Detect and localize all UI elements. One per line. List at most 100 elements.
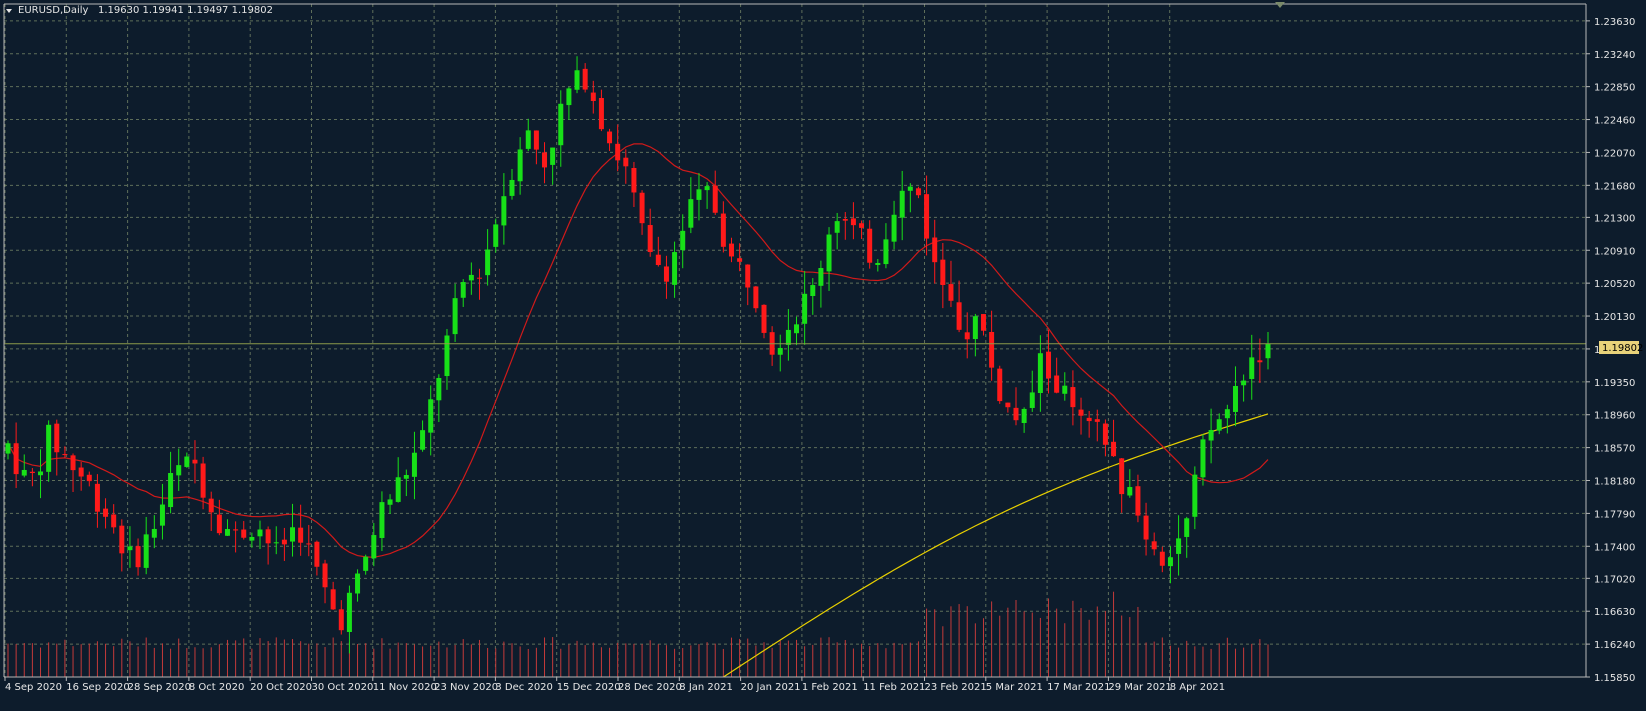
candle-body (452, 298, 458, 335)
candle-body (314, 541, 320, 567)
candle-body (233, 529, 239, 531)
x-tick-label: 23 Feb 2021 (925, 682, 987, 693)
candle-body (135, 546, 141, 568)
x-tick-label: 11 Nov 2020 (373, 682, 437, 693)
candle-body (501, 196, 507, 226)
candle-body (794, 324, 800, 334)
candle-body (338, 609, 344, 631)
candle-body (932, 237, 938, 263)
x-tick-label: 8 Jan 2021 (679, 682, 733, 693)
candle-body (493, 224, 499, 247)
y-tick-label: 1.20910 (1594, 246, 1635, 257)
candle-body (761, 304, 767, 333)
moving-average-slow (723, 413, 1269, 678)
candle-body (777, 347, 783, 355)
x-tick-label: 5 Mar 2021 (986, 682, 1043, 693)
candle-body (631, 167, 637, 193)
y-tick-label: 1.15850 (1594, 673, 1635, 684)
candle-body (1232, 386, 1238, 412)
candle-body (298, 527, 304, 543)
candle-body (94, 483, 100, 512)
y-tick-label: 1.16240 (1594, 640, 1635, 651)
candle-body (891, 214, 897, 242)
candle-body (13, 443, 19, 475)
candle-body (883, 239, 889, 265)
candle-body (590, 92, 596, 101)
candle-body (5, 443, 11, 454)
ma-slow-line (723, 413, 1269, 678)
candle-body (143, 534, 149, 568)
candle-body (411, 452, 417, 477)
current-price-label: 1.19802 (1602, 343, 1643, 354)
candle-body (1021, 408, 1027, 423)
candle-body (915, 188, 921, 196)
candle-body (1192, 474, 1198, 517)
chevron-down-icon[interactable] (6, 9, 12, 13)
candle-body (1224, 409, 1230, 419)
candle-body (680, 230, 686, 251)
candle-body (1143, 515, 1149, 540)
candle-body (1216, 419, 1222, 431)
candle-body (21, 469, 27, 476)
candle-body (997, 368, 1003, 402)
candle-body (62, 454, 68, 456)
candle-body (241, 529, 247, 538)
candle-body (956, 302, 962, 330)
candle-body (355, 573, 361, 594)
candle-body (403, 475, 409, 479)
candle-body (558, 103, 564, 146)
candle-body (1249, 357, 1255, 379)
candle-body (639, 192, 645, 224)
x-tick-label: 30 Oct 2020 (312, 682, 374, 693)
candle-body (1029, 392, 1035, 408)
x-tick-label: 4 Sep 2020 (5, 682, 62, 693)
candle-body (1102, 423, 1108, 445)
candle-body (525, 130, 531, 149)
candle-body (249, 536, 255, 541)
candle-body (476, 277, 482, 279)
y-tick-label: 1.18960 (1594, 411, 1635, 422)
candle-body (517, 149, 523, 182)
candle-body (444, 335, 450, 377)
candle-body (574, 70, 580, 90)
candle-body (1135, 486, 1141, 516)
candle-body (306, 543, 312, 545)
candle-body (972, 316, 978, 340)
candle-body (1241, 380, 1247, 386)
candle-body (86, 474, 92, 482)
symbol-label: EURUSD,Daily (18, 5, 89, 16)
candle-body (1062, 385, 1068, 394)
candle-body (1208, 430, 1214, 441)
x-tick-label: 15 Dec 2020 (557, 682, 621, 693)
candle-body (265, 529, 271, 544)
y-tick-label: 1.23240 (1594, 50, 1635, 61)
candle-body (753, 286, 759, 309)
candle-body (899, 190, 905, 218)
x-tick-label: 20 Oct 2020 (250, 682, 312, 693)
candle-body (533, 130, 539, 150)
candle-body (745, 264, 751, 288)
candle-body (1054, 375, 1060, 393)
candle-body (290, 527, 296, 542)
y-tick-label: 1.21680 (1594, 181, 1635, 192)
candle-body (1013, 407, 1019, 421)
candle-body (655, 254, 661, 265)
candle-body (468, 274, 474, 281)
x-tick-label: 11 Feb 2021 (863, 682, 925, 693)
candle-body (818, 268, 824, 286)
candle-body (119, 525, 125, 554)
y-tick-label: 1.20130 (1594, 312, 1635, 323)
candle-body (159, 504, 165, 526)
candle-body (224, 529, 230, 536)
candle-body (127, 546, 133, 551)
shift-marker-icon[interactable] (1275, 2, 1285, 8)
candle-body (1078, 409, 1084, 416)
x-tick-label: 16 Sep 2020 (66, 682, 129, 693)
y-tick-label: 1.17400 (1594, 542, 1635, 553)
candle-body (330, 589, 336, 610)
y-tick-label: 1.20520 (1594, 279, 1635, 290)
candle-body (78, 467, 84, 477)
